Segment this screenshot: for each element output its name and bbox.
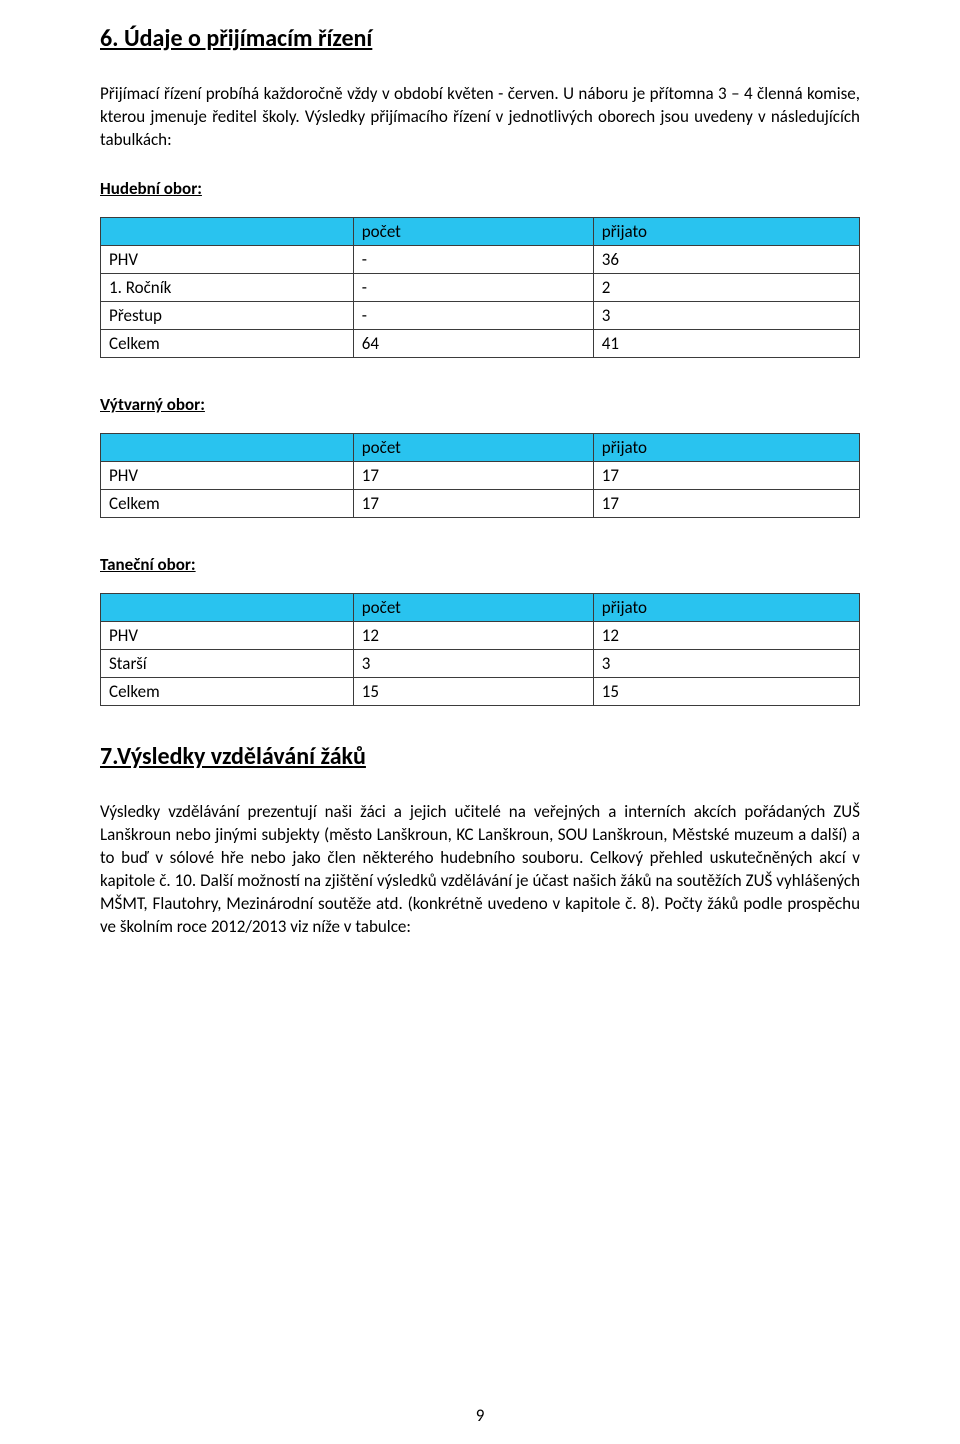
table-cell: 15 — [353, 677, 593, 705]
section6-title: 6. Údaje o přijímacím řízení — [100, 24, 860, 53]
table-header-cell — [101, 217, 354, 245]
table-header-cell: počet — [353, 217, 593, 245]
vytvarny-table: počet přijato PHV 17 17 Celkem 17 17 — [100, 433, 860, 518]
table-header-cell: počet — [353, 433, 593, 461]
hudebni-title: Hudební obor: — [100, 178, 860, 199]
table-cell: Celkem — [101, 489, 354, 517]
table-header-cell: přijato — [593, 217, 859, 245]
table-row: PHV - 36 — [101, 245, 860, 273]
table-cell: 3 — [353, 649, 593, 677]
table-header-row: počet přijato — [101, 433, 860, 461]
table-cell: Celkem — [101, 329, 354, 357]
table-cell: 3 — [593, 301, 859, 329]
section6-intro: Přijímací řízení probíhá každoročně vždy… — [100, 83, 860, 152]
table-cell: PHV — [101, 245, 354, 273]
table-row: Celkem 64 41 — [101, 329, 860, 357]
table-row: 1. Ročník - 2 — [101, 273, 860, 301]
table-cell: 64 — [353, 329, 593, 357]
table-cell: Přestup — [101, 301, 354, 329]
table-row: Celkem 17 17 — [101, 489, 860, 517]
tanecni-table: počet přijato PHV 12 12 Starší 3 3 Celke… — [100, 593, 860, 706]
table-row: Přestup - 3 — [101, 301, 860, 329]
table-row: PHV 12 12 — [101, 621, 860, 649]
table-cell: - — [353, 301, 593, 329]
table-cell: 36 — [593, 245, 859, 273]
table-header-cell: přijato — [593, 593, 859, 621]
table-cell: 12 — [353, 621, 593, 649]
table-header-row: počet přijato — [101, 593, 860, 621]
hudebni-table: počet přijato PHV - 36 1. Ročník - 2 Pře… — [100, 217, 860, 358]
table-row: Celkem 15 15 — [101, 677, 860, 705]
table-cell: 3 — [593, 649, 859, 677]
table-cell: 17 — [353, 461, 593, 489]
table-cell: - — [353, 273, 593, 301]
table-cell: PHV — [101, 621, 354, 649]
vytvarny-title: Výtvarný obor: — [100, 394, 860, 415]
section7-title: 7.Výsledky vzdělávání žáků — [100, 742, 860, 771]
table-cell: 2 — [593, 273, 859, 301]
table-cell: 12 — [593, 621, 859, 649]
section7-para: Výsledky vzdělávání prezentují naši žáci… — [100, 801, 860, 939]
table-cell: Celkem — [101, 677, 354, 705]
table-header-cell: přijato — [593, 433, 859, 461]
table-cell: PHV — [101, 461, 354, 489]
table-cell: 15 — [593, 677, 859, 705]
tanecni-title: Taneční obor: — [100, 554, 860, 575]
table-cell: 17 — [353, 489, 593, 517]
table-cell: - — [353, 245, 593, 273]
table-cell: 17 — [593, 461, 859, 489]
table-header-cell — [101, 593, 354, 621]
table-header-cell — [101, 433, 354, 461]
table-row: PHV 17 17 — [101, 461, 860, 489]
table-row: Starší 3 3 — [101, 649, 860, 677]
table-cell: 41 — [593, 329, 859, 357]
table-header-row: počet přijato — [101, 217, 860, 245]
table-header-cell: počet — [353, 593, 593, 621]
page-number: 9 — [0, 1405, 960, 1426]
table-cell: 17 — [593, 489, 859, 517]
table-cell: 1. Ročník — [101, 273, 354, 301]
table-cell: Starší — [101, 649, 354, 677]
